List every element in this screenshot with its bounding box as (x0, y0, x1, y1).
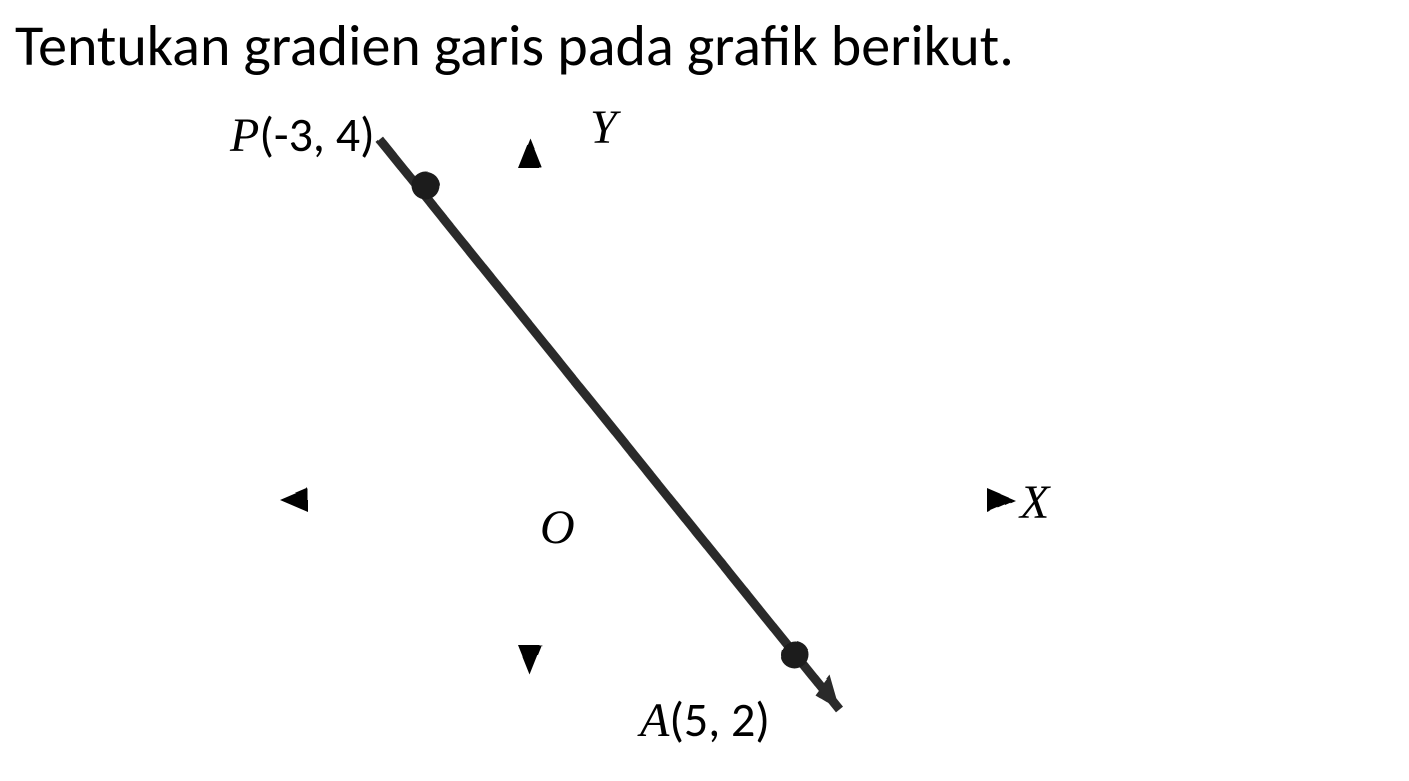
y-axis (518, 138, 542, 675)
problem-title: Tentukan gradien garis pada grafik berik… (15, 10, 1014, 81)
graph-container: P(-3, 4) Y O X A(5, 2) (200, 100, 1100, 760)
label-point-a: A(5, 2) (640, 690, 770, 749)
x-axis (280, 488, 1015, 512)
line-pa (380, 140, 840, 710)
point-a (781, 641, 809, 669)
label-origin: O (540, 500, 575, 555)
label-x-axis: X (1020, 475, 1049, 530)
label-point-p: P(-3, 4) (230, 105, 375, 164)
graph-svg (200, 100, 1100, 760)
label-y-axis: Y (590, 100, 617, 155)
point-p (411, 171, 439, 199)
